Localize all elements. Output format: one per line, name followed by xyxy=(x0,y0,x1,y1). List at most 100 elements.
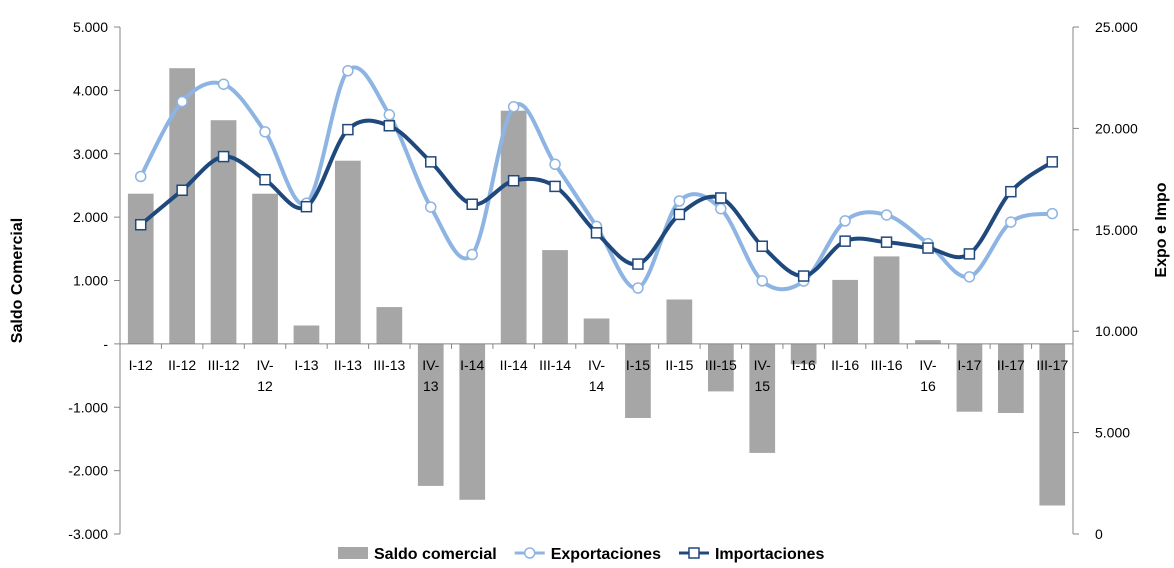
category-label: IV- xyxy=(422,357,439,373)
left-axis-tick-label: 1.000 xyxy=(73,273,108,289)
category-label: III-13 xyxy=(373,357,405,373)
point-importaciones-I-12 xyxy=(134,218,147,231)
category-label: III-14 xyxy=(539,357,571,373)
point-importaciones-IV-15 xyxy=(756,240,768,252)
point-exportaciones-I-15 xyxy=(632,282,644,294)
point-importaciones-I-16 xyxy=(797,270,810,282)
bar-saldo-IV-15 xyxy=(749,343,776,453)
point-exportaciones-I-17 xyxy=(963,271,976,283)
category-label: II-15 xyxy=(665,357,693,373)
category-label: IV- xyxy=(754,357,771,373)
left-axis-tick-label: -1.000 xyxy=(68,399,108,415)
point-importaciones-III-14 xyxy=(549,180,561,193)
category-label: I-14 xyxy=(460,357,484,373)
point-exportaciones-II-12 xyxy=(176,95,188,108)
category-label: IV- xyxy=(919,357,936,373)
bar-saldo-III-17 xyxy=(1039,343,1066,506)
legend-label-saldo comercial: Saldo comercial xyxy=(374,546,497,563)
point-importaciones-I-14 xyxy=(466,198,478,210)
point-exportaciones-III-13 xyxy=(383,109,396,121)
bar-saldo-I-17 xyxy=(956,343,983,412)
point-importaciones-III-12 xyxy=(217,150,230,163)
category-label: IV- xyxy=(256,357,273,373)
point-exportaciones-III-14 xyxy=(549,158,561,171)
bar-saldo-II-13 xyxy=(335,160,361,344)
bar-saldo-IV-13 xyxy=(417,343,444,486)
bar-saldo-IV-12 xyxy=(252,193,278,344)
left-axis-tick-label: - xyxy=(103,336,108,352)
point-exportaciones-II-15 xyxy=(673,195,686,207)
bar-saldo-III-15 xyxy=(708,343,734,392)
point-importaciones-III-13 xyxy=(383,120,396,132)
point-importaciones-III-17 xyxy=(1046,156,1059,168)
legend-label-exportaciones: Exportaciones xyxy=(551,546,661,563)
category-label: II-13 xyxy=(334,357,362,373)
bar-saldo-I-14 xyxy=(459,343,486,500)
bar-saldo-II-14 xyxy=(500,110,527,344)
right-axis-tick-label: 5.000 xyxy=(1095,425,1130,441)
bar-saldo-I-13 xyxy=(293,325,320,344)
legend-marker-importaciones xyxy=(688,547,700,559)
category-label: I-13 xyxy=(294,357,318,373)
point-exportaciones-II-13 xyxy=(342,65,354,77)
category-label: 15 xyxy=(754,378,770,394)
category-label: II-16 xyxy=(831,357,859,373)
bar-saldo-II-12 xyxy=(169,68,195,344)
category-label: IV- xyxy=(588,357,605,373)
bar-saldo-III-16 xyxy=(873,256,900,344)
point-importaciones-IV-14 xyxy=(590,227,603,239)
point-exportaciones-IV-12 xyxy=(259,126,271,138)
category-label: 16 xyxy=(920,378,936,394)
category-label: I-15 xyxy=(626,357,650,373)
point-importaciones-III-15 xyxy=(715,192,727,204)
point-importaciones-I-13 xyxy=(300,200,313,213)
point-exportaciones-II-17 xyxy=(1005,216,1017,228)
point-exportaciones-IV-13 xyxy=(425,201,437,213)
left-axis-tick-label: -3.000 xyxy=(68,526,108,542)
bar-saldo-IV-16 xyxy=(915,340,941,344)
category-label: I-16 xyxy=(792,357,816,373)
legend: Saldo comercial Exportaciones Importacione… xyxy=(338,546,824,563)
point-importaciones-II-15 xyxy=(673,208,686,221)
point-importaciones-IV-16 xyxy=(922,242,934,254)
bar-saldo-II-17 xyxy=(998,343,1024,413)
right-axis-tick-label: 25.000 xyxy=(1095,19,1138,35)
point-exportaciones-I-12 xyxy=(134,170,147,183)
point-importaciones-III-16 xyxy=(880,236,893,248)
legend-label-importaciones: Importaciones xyxy=(715,546,824,563)
right-axis-tick-label: 10.000 xyxy=(1095,323,1138,339)
point-importaciones-I-17 xyxy=(963,248,976,260)
plot-area: -3.000-2.000-1.000-1.0002.0003.0004.0005… xyxy=(9,19,1170,542)
point-importaciones-I-15 xyxy=(632,258,644,270)
point-importaciones-IV-12 xyxy=(259,173,271,186)
point-importaciones-II-13 xyxy=(342,123,354,136)
bar-saldo-III-13 xyxy=(376,307,403,344)
point-importaciones-II-12 xyxy=(176,184,188,197)
right-axis-tick-label: 15.000 xyxy=(1095,222,1138,238)
left-axis-tick-label: 5.000 xyxy=(73,19,108,35)
point-importaciones-II-14 xyxy=(507,174,520,187)
bar-saldo-III-14 xyxy=(542,250,568,344)
category-label: III-12 xyxy=(208,357,240,373)
category-label: 14 xyxy=(589,378,605,394)
legend-marker-exportaciones xyxy=(523,547,536,559)
right-axis-tick-label: 0 xyxy=(1095,526,1103,542)
left-axis-tick-label: 4.000 xyxy=(73,82,108,98)
point-exportaciones-III-15 xyxy=(715,202,727,215)
point-exportaciones-II-16 xyxy=(839,215,851,227)
bar-saldo-II-16 xyxy=(832,279,858,344)
category-label: II-17 xyxy=(997,357,1025,373)
point-importaciones-II-17 xyxy=(1005,185,1017,198)
category-label: II-12 xyxy=(168,357,196,373)
point-exportaciones-IV-15 xyxy=(756,275,768,287)
category-label: III-17 xyxy=(1036,357,1068,373)
point-importaciones-II-16 xyxy=(839,235,851,247)
right-axis-tick-label: 20.000 xyxy=(1095,120,1138,136)
left-axis-tick-label: 2.000 xyxy=(73,209,108,225)
category-label: II-14 xyxy=(500,357,528,373)
category-label: 13 xyxy=(423,378,439,394)
category-label: I-17 xyxy=(957,357,981,373)
point-importaciones-IV-13 xyxy=(425,156,437,168)
point-exportaciones-III-17 xyxy=(1046,207,1059,220)
